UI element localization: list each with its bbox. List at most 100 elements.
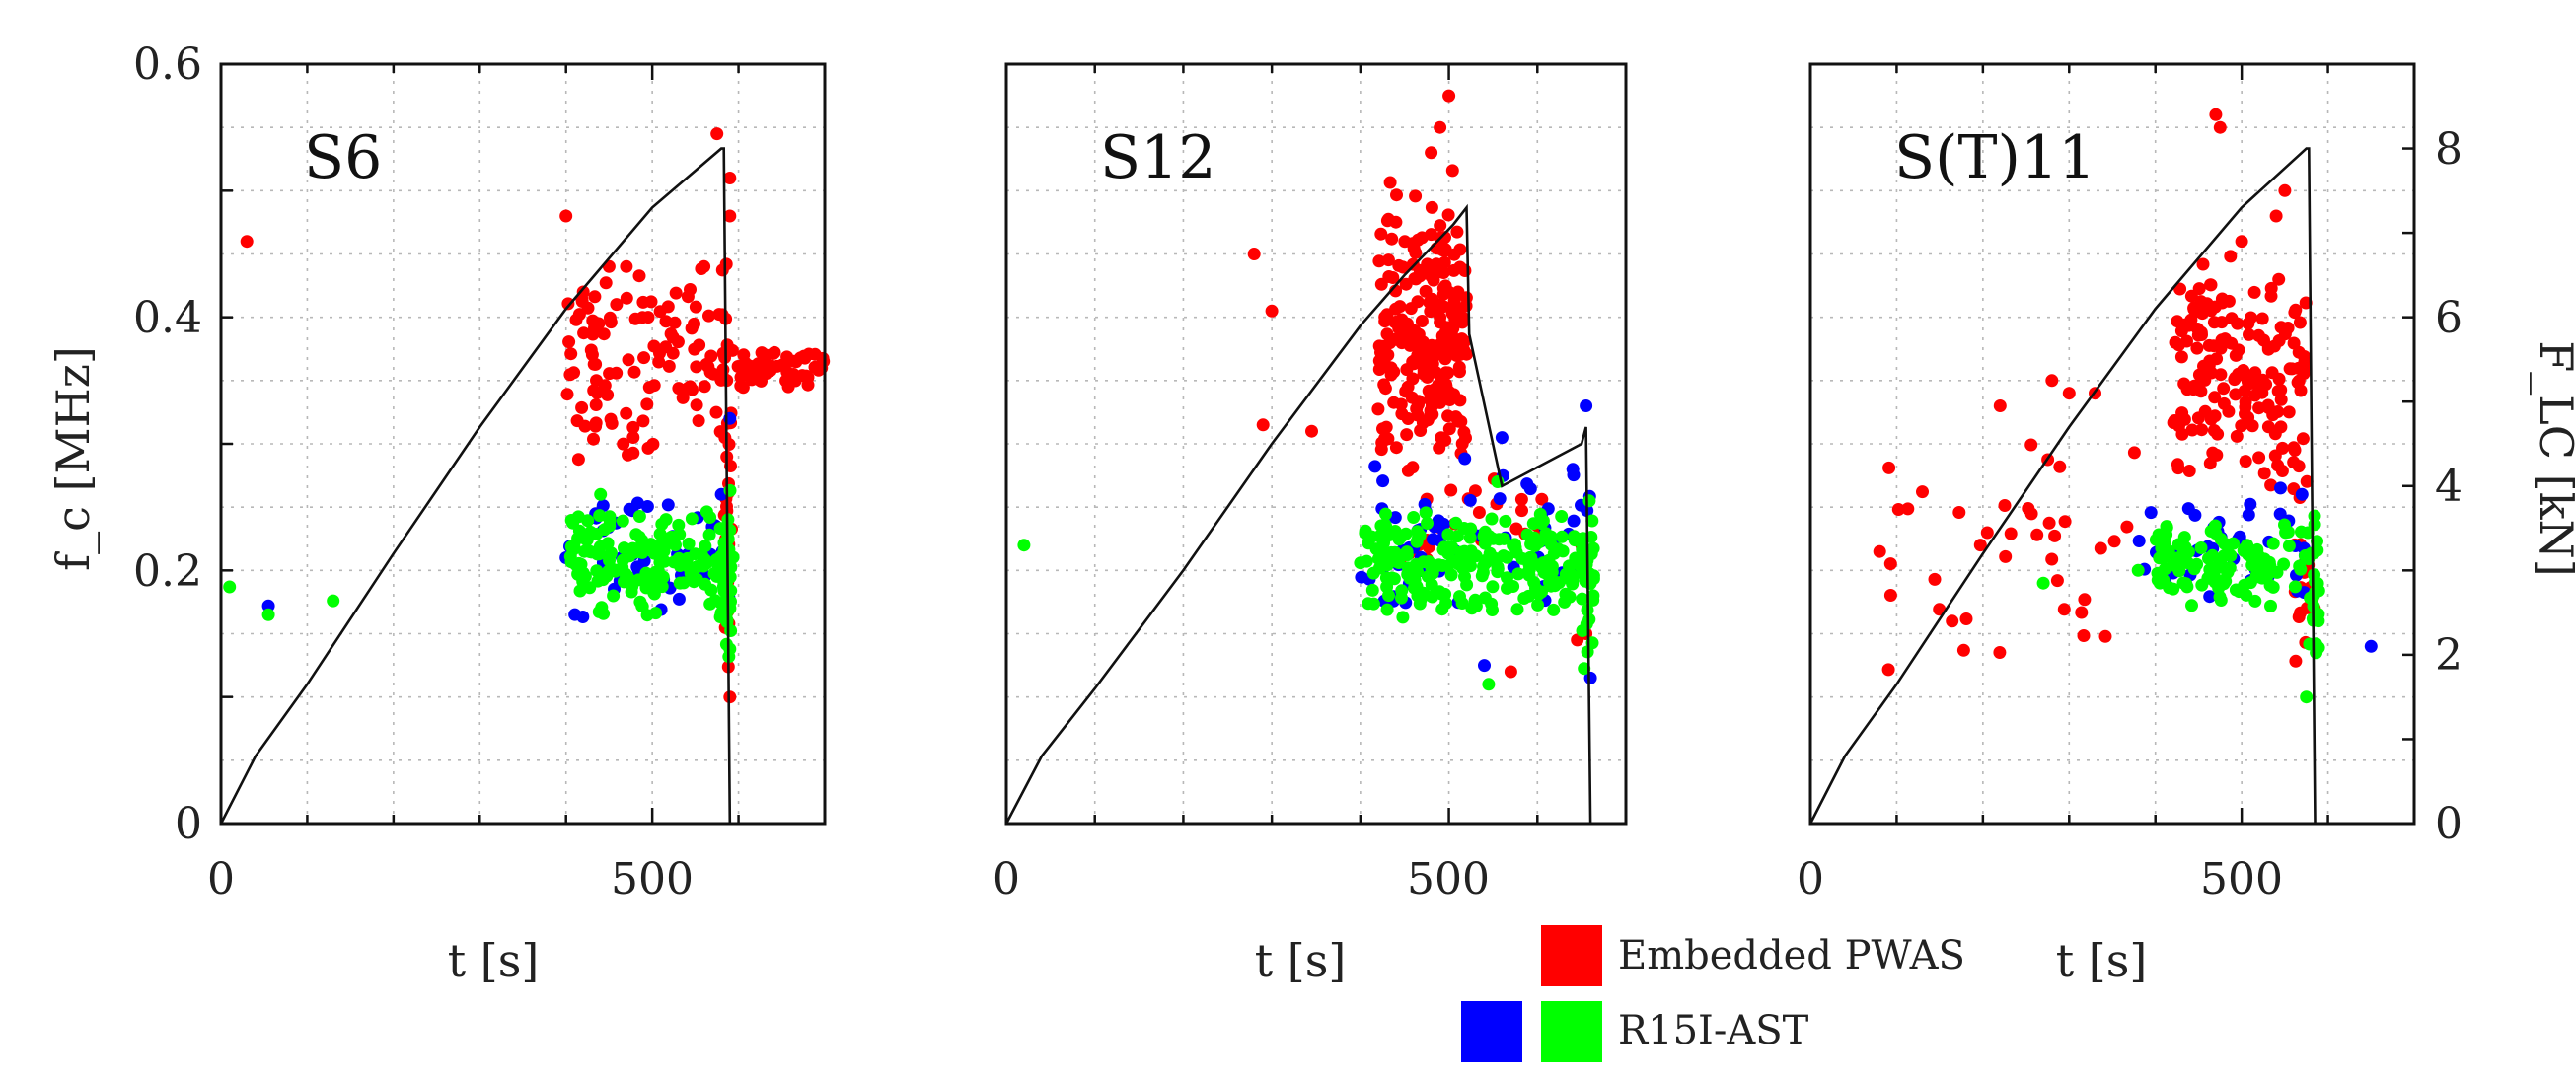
scatter-point bbox=[577, 326, 591, 340]
scatter-point bbox=[1491, 565, 1505, 579]
scatter-point bbox=[689, 547, 702, 561]
scatter-point bbox=[645, 578, 659, 592]
scatter-point bbox=[1433, 441, 1446, 455]
scatter-point bbox=[1414, 424, 1428, 437]
panel-st11: S(T)11 0 500 0 2 4 6 8 t [s] F_LC [kN] bbox=[1797, 62, 2576, 987]
scatter-point bbox=[1451, 285, 1465, 299]
scatter-point bbox=[1409, 189, 1423, 203]
scatter-point bbox=[1427, 533, 1439, 546]
scatter-point bbox=[626, 420, 640, 434]
scatter-point bbox=[1442, 339, 1456, 353]
scatter-point bbox=[2264, 478, 2278, 492]
scatter-point bbox=[2203, 354, 2217, 368]
scatter-point bbox=[755, 346, 769, 360]
scatter-point bbox=[2024, 438, 2038, 452]
scatter-point bbox=[1539, 527, 1553, 540]
scatter-point bbox=[1504, 665, 1517, 679]
scatter-point bbox=[2194, 541, 2208, 554]
scatter-point bbox=[1998, 499, 2012, 512]
scatter-point bbox=[719, 257, 733, 271]
scatter-point bbox=[2241, 539, 2254, 552]
panel-s12: S12 0 500 t [s] bbox=[993, 62, 1628, 987]
scatter-point bbox=[622, 353, 635, 367]
scatter-point bbox=[629, 528, 643, 541]
scatter-point bbox=[788, 374, 802, 388]
scatter-point bbox=[2288, 443, 2302, 457]
scatter-point bbox=[2231, 317, 2245, 330]
scatter-point bbox=[561, 297, 575, 311]
scatter-point bbox=[1509, 540, 1522, 554]
scatter-point bbox=[1576, 592, 1589, 606]
scatter-point bbox=[2289, 654, 2303, 668]
scatter-point bbox=[599, 276, 613, 290]
scatter-point bbox=[562, 335, 576, 349]
scatter-point bbox=[630, 560, 644, 574]
scatter-point bbox=[2182, 465, 2196, 477]
scatter-point bbox=[2131, 563, 2145, 577]
scatter-point bbox=[2180, 383, 2194, 396]
scatter-point bbox=[685, 512, 699, 526]
scatter-point bbox=[2045, 552, 2059, 566]
scatter-point bbox=[1377, 378, 1391, 392]
scatter-point bbox=[1395, 407, 1409, 421]
scatter-point bbox=[1441, 540, 1455, 554]
scatter-point bbox=[723, 209, 737, 223]
scatter-point bbox=[2308, 518, 2321, 532]
scatter-point bbox=[640, 397, 654, 411]
scatter-point bbox=[564, 347, 578, 361]
scatter-point bbox=[607, 589, 621, 603]
scatter-point bbox=[1388, 511, 1402, 525]
scatter-point bbox=[2078, 593, 2092, 607]
scatter-point bbox=[1414, 592, 1428, 606]
scatter-point bbox=[1535, 492, 1549, 506]
scatter-point bbox=[677, 576, 691, 590]
scatter-point bbox=[2252, 451, 2266, 465]
scatter-point bbox=[1521, 589, 1535, 603]
scatter-point bbox=[672, 592, 686, 606]
scatter-point bbox=[571, 453, 585, 467]
scatter-point bbox=[2229, 348, 2243, 362]
scatter-point bbox=[2120, 520, 2134, 534]
scatter-point bbox=[1486, 604, 1499, 616]
scatter-point bbox=[1528, 539, 1542, 552]
scatter-point bbox=[2195, 578, 2209, 592]
scatter-point bbox=[2269, 209, 2283, 223]
scatter-point bbox=[2274, 383, 2288, 396]
y2-tick-label: 6 bbox=[2435, 293, 2463, 343]
scatter-point bbox=[688, 342, 701, 356]
scatter-point bbox=[1567, 514, 1581, 528]
scatter-point bbox=[2296, 432, 2310, 446]
panel-s6: S6 0 500 0 0.2 0.4 0.6 t [s] f_c [MHz] bbox=[46, 39, 831, 987]
scatter-point bbox=[2266, 537, 2280, 550]
scatter-point bbox=[1371, 402, 1385, 416]
scatter-point bbox=[632, 269, 646, 283]
scatter-point bbox=[1424, 305, 1437, 319]
scatter-point bbox=[2179, 577, 2193, 591]
scatter-point bbox=[2210, 448, 2224, 462]
scatter-point bbox=[2252, 401, 2266, 415]
scatter-point bbox=[2127, 446, 2141, 460]
scatter-point bbox=[1412, 395, 1426, 408]
scatter-point bbox=[603, 519, 617, 533]
scatter-point bbox=[2204, 278, 2217, 292]
scatter-point bbox=[1376, 474, 1390, 488]
scatter-point bbox=[1478, 659, 1491, 673]
scatter-point bbox=[1411, 408, 1425, 422]
scatter-point bbox=[1468, 595, 1482, 608]
scatter-point bbox=[724, 624, 738, 637]
scatter-point bbox=[2300, 474, 2314, 488]
scatter-point bbox=[583, 581, 597, 595]
scatter-point bbox=[1956, 643, 1970, 657]
scatter-point bbox=[2229, 388, 2243, 401]
scatter-point bbox=[2255, 312, 2269, 325]
scatter-point bbox=[2171, 315, 2184, 328]
scatter-point bbox=[1444, 568, 1458, 582]
scatter-point bbox=[2239, 455, 2252, 468]
scatter-point bbox=[718, 574, 732, 588]
scatter-point bbox=[1501, 550, 1514, 564]
scatter-point bbox=[2235, 419, 2248, 433]
scatter-point bbox=[702, 309, 715, 323]
scatter-point bbox=[1425, 146, 1438, 160]
scatter-point bbox=[1265, 304, 1279, 318]
scatter-point bbox=[2247, 285, 2261, 299]
